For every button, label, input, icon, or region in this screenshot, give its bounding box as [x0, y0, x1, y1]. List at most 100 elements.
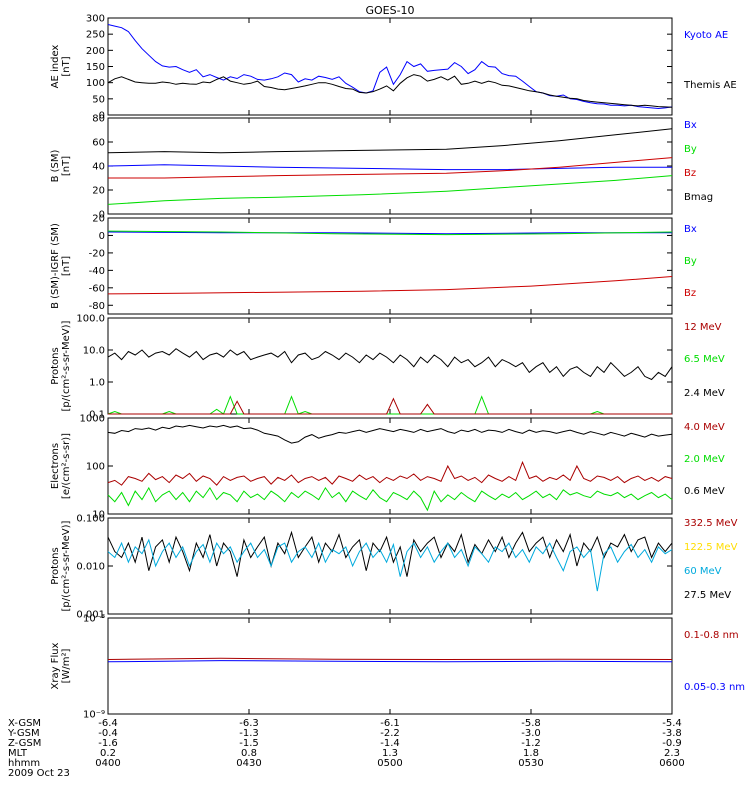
legend-entry: 0.05-0.3 nm	[684, 682, 745, 693]
y-axis-label: AE index	[50, 45, 61, 89]
orbit-row-label: hhmm	[8, 758, 40, 769]
legend-entry: Themis AE	[683, 80, 737, 91]
orbit-row-label: MLT	[8, 748, 28, 759]
y-tick-label: 0.1	[89, 410, 105, 421]
plot-title: GOES-10	[365, 4, 414, 17]
y-tick-label: 250	[86, 30, 105, 41]
y-tick-label: 50	[92, 94, 105, 105]
legend-entry: Bx	[684, 224, 697, 235]
orbit-value: 0600	[659, 758, 684, 769]
series-line	[107, 348, 673, 381]
orbit-value: -1.2	[521, 738, 541, 749]
legend-entry: 60 MeV	[684, 566, 722, 577]
orbit-value: -5.8	[521, 718, 541, 729]
legend-entry: Bx	[684, 120, 697, 131]
orbit-value: -0.4	[98, 728, 118, 739]
y-axis-label: B (SM)	[50, 149, 61, 182]
orbit-value: -6.3	[239, 718, 259, 729]
panel-frame	[107, 617, 673, 715]
orbit-value: -3.0	[521, 728, 541, 739]
legend-entry: Bmag	[684, 192, 713, 203]
y-tick-label: -60	[89, 283, 105, 294]
series-line	[107, 530, 673, 577]
series-line	[107, 538, 673, 592]
series-line	[107, 231, 672, 235]
y-tick-label: 1.0	[89, 378, 105, 389]
y-tick-label: 10⁻⁹	[83, 710, 105, 721]
orbit-row-label: X-GSM	[8, 718, 41, 729]
orbit-value: 0.8	[241, 748, 257, 759]
orbit-row-label: Z-GSM	[8, 738, 41, 749]
legend-entry: 27.5 MeV	[684, 590, 731, 601]
y-tick-label: 100	[86, 78, 105, 89]
orbit-value: -5.4	[662, 718, 682, 729]
legend-entry: By	[684, 144, 697, 155]
series-line	[107, 460, 673, 486]
y-tick-label: 40	[92, 162, 105, 173]
orbit-value: 1.3	[382, 748, 398, 759]
orbit-value: -1.5	[239, 738, 259, 749]
y-tick-label: 80	[92, 114, 105, 125]
legend-entry: By	[684, 256, 697, 267]
series-line	[107, 424, 673, 444]
orbit-value: 0.2	[100, 748, 116, 759]
series-line	[107, 74, 673, 108]
legend-entry: 2.0 MeV	[684, 454, 725, 465]
series-line	[107, 24, 673, 110]
y-axis-label: [W/m²]	[61, 648, 72, 683]
orbit-value: -1.3	[239, 728, 259, 739]
orbit-value: 0430	[236, 758, 261, 769]
y-tick-label: 10⁻⁸	[83, 614, 105, 625]
y-tick-label: 100	[86, 462, 105, 473]
y-axis-label: Electrons	[50, 443, 61, 489]
series-line	[107, 164, 672, 171]
orbit-row-label: Y-GSM	[7, 728, 40, 739]
panel-frame	[107, 17, 673, 116]
y-tick-label: 0.001	[76, 610, 105, 621]
legend-entry: 122.5 MeV	[684, 542, 738, 553]
y-tick-label: 10.0	[83, 346, 105, 357]
y-axis-label: Protons	[50, 347, 61, 384]
y-tick-label: -40	[89, 266, 105, 277]
y-tick-label: 0	[99, 111, 105, 122]
series-line	[107, 230, 673, 236]
y-axis-label: Protons	[50, 547, 61, 584]
legend-entry: Kyoto AE	[684, 30, 728, 41]
orbit-value: 2.3	[664, 748, 680, 759]
orbit-value: -0.9	[662, 738, 682, 749]
y-axis-label: [p/(cm²-s-sr-MeV)]	[61, 520, 72, 611]
panel-frame	[107, 317, 673, 415]
orbit-value: 0530	[518, 758, 543, 769]
series-line	[107, 657, 673, 661]
legend-entry: 0.6 MeV	[684, 486, 725, 497]
y-axis-label: [p/(cm²-s-sr-MeV)]	[61, 320, 72, 411]
orbit-value: -3.8	[662, 728, 682, 739]
series-line	[108, 157, 673, 179]
series-line	[107, 128, 673, 154]
orbit-value: -2.2	[380, 728, 400, 739]
series-line	[107, 486, 673, 512]
orbit-value: -6.4	[98, 718, 118, 729]
y-axis-label: B (SM)-IGRF (SM)	[50, 223, 61, 309]
y-tick-label: -80	[89, 301, 105, 312]
y-tick-label: 0	[99, 210, 105, 221]
orbit-date: 2009 Oct 23	[8, 768, 70, 779]
orbit-value: 1.8	[523, 748, 539, 759]
y-tick-label: 10	[92, 510, 105, 521]
legend-entry: 6.5 MeV	[684, 354, 725, 365]
y-tick-label: 150	[86, 62, 105, 73]
y-tick-label: 1000	[80, 414, 105, 425]
series-line	[108, 397, 672, 415]
panel-frame	[107, 517, 673, 615]
orbit-value: -6.1	[380, 718, 400, 729]
y-tick-label: 20	[92, 214, 105, 225]
legend-entry: Bz	[684, 288, 696, 299]
orbit-value: 0500	[377, 758, 402, 769]
y-tick-label: 0.100	[76, 514, 105, 525]
legend-entry: 2.4 MeV	[684, 388, 725, 399]
legend-entry: 0.1-0.8 nm	[684, 630, 739, 641]
series-line	[107, 276, 673, 295]
orbit-value: -1.6	[98, 738, 118, 749]
